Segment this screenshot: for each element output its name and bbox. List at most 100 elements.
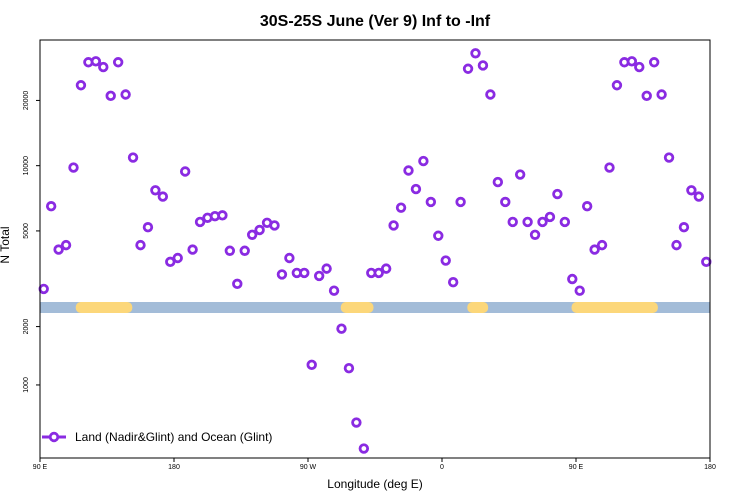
y-axis-label: N Total <box>0 226 12 263</box>
plot-frame <box>39 39 711 459</box>
data-point <box>239 245 250 256</box>
data-point <box>447 277 459 288</box>
data-point <box>425 196 437 208</box>
data-point <box>552 188 563 200</box>
data-point <box>187 244 198 255</box>
data-point <box>157 191 169 202</box>
x-tick-label: 0 <box>440 464 444 471</box>
data-point <box>410 183 422 195</box>
data-point <box>604 162 615 173</box>
data-point <box>254 224 265 236</box>
data-point <box>648 57 660 68</box>
data-point <box>321 263 332 274</box>
data-point <box>194 216 206 228</box>
data-point <box>90 56 102 67</box>
data-point <box>38 283 49 295</box>
data-point <box>589 244 600 255</box>
data-point <box>701 256 712 268</box>
data-point <box>462 63 474 74</box>
data-point <box>358 443 370 454</box>
data-point <box>395 202 407 213</box>
data-point <box>179 166 191 177</box>
surface-bar <box>40 302 710 313</box>
data-point <box>634 61 645 73</box>
y-tick-lower-label: 2000 <box>23 319 30 335</box>
legend-marker-swatch <box>48 431 60 443</box>
data-point <box>328 285 340 296</box>
data-point <box>581 201 593 212</box>
land-band <box>571 302 658 313</box>
data-point <box>492 176 504 188</box>
x-tick-label: 180 <box>168 464 180 471</box>
legend-label: Land (Nadir&Glint) and Ocean (Glint) <box>75 430 272 444</box>
data-point <box>232 278 243 290</box>
data-point <box>269 220 280 231</box>
land-band <box>340 302 374 313</box>
data-point <box>165 256 176 268</box>
data-point <box>380 263 392 274</box>
land-band <box>75 302 133 313</box>
data-point <box>455 196 466 208</box>
axes: 90 E 180 90 W 0 90 E 180 5000 10000 20000 1000 200… <box>23 39 716 471</box>
data-point <box>418 155 429 167</box>
data-point <box>127 152 139 163</box>
data-point <box>60 239 72 251</box>
x-axis-label: Longitude (deg E) <box>327 477 422 491</box>
data-point <box>217 210 228 221</box>
data-point <box>246 229 258 240</box>
data-point <box>656 89 667 100</box>
data-point <box>150 185 161 196</box>
data-point <box>626 56 638 67</box>
data-point <box>105 90 116 102</box>
data-point <box>529 229 541 240</box>
x-tick-label: 180 <box>704 464 716 471</box>
data-point <box>507 216 518 228</box>
data-point <box>596 239 608 251</box>
data-point <box>142 222 154 233</box>
data-point <box>68 162 79 173</box>
data-point <box>433 230 444 241</box>
data-point <box>485 89 496 100</box>
legend: Land (Nadir&Glint) and Ocean (Glint) <box>42 430 272 444</box>
data-point <box>53 244 64 255</box>
data-point <box>373 267 384 279</box>
data-points <box>38 48 712 454</box>
data-point <box>299 267 310 279</box>
data-point <box>470 48 481 59</box>
data-point <box>514 169 526 180</box>
data-point <box>388 220 399 231</box>
data-point <box>522 216 533 228</box>
data-point <box>135 239 146 251</box>
data-point <box>172 252 183 264</box>
data-point <box>45 201 57 212</box>
data-point <box>306 359 317 371</box>
data-point <box>351 417 362 428</box>
ocean-band <box>40 302 710 313</box>
y-tick-upper-label: 5000 <box>23 223 30 239</box>
y-tick-upper-label: 20000 <box>23 91 30 111</box>
data-point <box>559 216 571 228</box>
y-tick-upper-label: 10000 <box>23 156 30 176</box>
data-point <box>403 165 414 176</box>
data-point <box>641 90 652 102</box>
data-point <box>500 196 511 208</box>
data-point <box>544 211 556 223</box>
data-point <box>313 270 325 282</box>
data-point <box>120 89 131 100</box>
data-point <box>276 269 288 280</box>
data-point <box>336 323 347 334</box>
data-point <box>284 252 295 264</box>
x-tick-label: 90 E <box>33 464 48 471</box>
data-point <box>671 239 682 251</box>
data-point <box>224 245 236 256</box>
data-point <box>477 60 489 71</box>
data-point <box>440 255 451 266</box>
data-point <box>686 185 697 196</box>
data-point <box>343 363 355 374</box>
x-tick-label: 90 E <box>569 464 584 471</box>
data-point <box>112 57 124 68</box>
data-point <box>537 216 548 228</box>
chart-title: 30S-25S June (Ver 9) Inf to -Inf <box>260 13 491 30</box>
data-point <box>567 273 578 285</box>
